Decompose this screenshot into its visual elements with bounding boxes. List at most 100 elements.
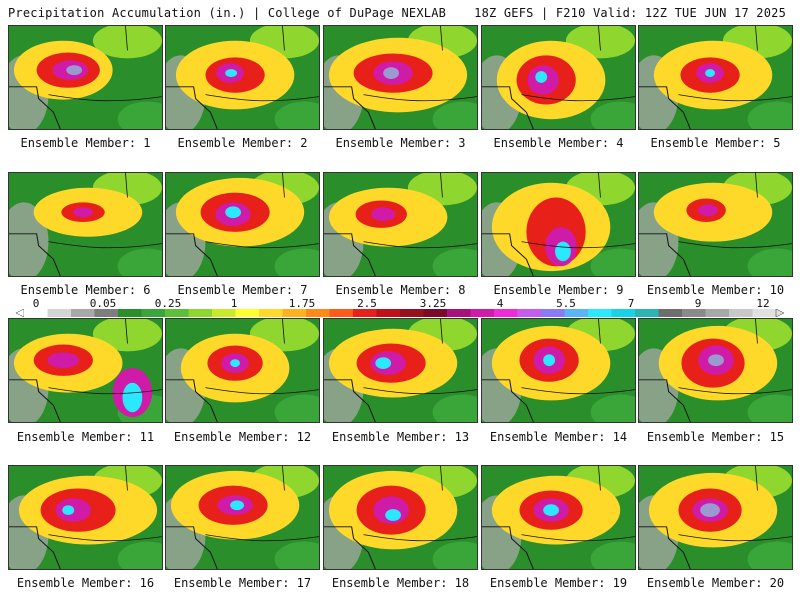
precip-map [9, 173, 162, 276]
ensemble-member-label: Ensemble Member: 6 [20, 283, 151, 297]
ensemble-member-label: Ensemble Member: 4 [493, 136, 624, 150]
precip-map [639, 26, 792, 129]
ensemble-map-5 [638, 25, 793, 130]
ensemble-map-13 [323, 318, 478, 423]
ensemble-member-label: Ensemble Member: 11 [16, 430, 155, 444]
ensemble-map-20 [638, 465, 793, 570]
colorbar-swatch [423, 309, 448, 317]
colorbar-swatch [611, 309, 636, 317]
colorbar-swatch [682, 309, 706, 317]
colorbar-swatch [329, 309, 354, 317]
ensemble-member-label: Ensemble Member: 7 [177, 283, 308, 297]
ensemble-member-label: Ensemble Member: 12 [173, 430, 312, 444]
colorbar-swatch [47, 309, 72, 317]
colorbar-swatch [729, 309, 753, 317]
colorbar-swatch [635, 309, 659, 317]
precip-map [9, 319, 162, 422]
colorbar-swatch [376, 309, 401, 317]
ensemble-map-3 [323, 25, 478, 130]
product-title: Precipitation Accumulation (in.) | Colle… [8, 6, 447, 20]
colorbar-swatch [24, 309, 48, 317]
colorbar-swatch [353, 309, 377, 317]
precip-map [9, 26, 162, 129]
ensemble-map-19 [481, 465, 636, 570]
colorbar-tick-label: 1 [230, 297, 238, 310]
precip-map [639, 466, 792, 569]
colorbar-swatch [658, 309, 683, 317]
colorbar-swatch [235, 309, 260, 317]
colorbar-swatch [705, 309, 730, 317]
ensemble-map-14 [481, 318, 636, 423]
ensemble-member-label: Ensemble Member: 13 [331, 430, 470, 444]
ensemble-map-15 [638, 318, 793, 423]
precip-map [482, 26, 635, 129]
ensemble-map-1 [8, 25, 163, 130]
ensemble-member-label: Ensemble Member: 14 [489, 430, 628, 444]
colorbar-tick-label: 7 [627, 297, 635, 310]
colorbar-swatch [259, 309, 283, 317]
precip-map [324, 319, 477, 422]
ensemble-member-label: Ensemble Member: 17 [173, 576, 312, 590]
colorbar-swatch [400, 309, 424, 317]
colorbar-swatch [306, 309, 330, 317]
precip-map [639, 319, 792, 422]
ensemble-member-label: Ensemble Member: 10 [646, 283, 785, 297]
ensemble-member-label: Ensemble Member: 8 [335, 283, 466, 297]
colorbar-swatch [141, 309, 166, 317]
ensemble-member-label: Ensemble Member: 3 [335, 136, 466, 150]
ensemble-member-label: Ensemble Member: 20 [646, 576, 785, 590]
colorbar-swatch [165, 309, 189, 317]
colorbar-tick-label: 1.75 [288, 297, 316, 310]
ensemble-map-16 [8, 465, 163, 570]
precip-map [482, 319, 635, 422]
colorbar-swatch [494, 309, 518, 317]
ensemble-map-17 [165, 465, 320, 570]
precip-map [324, 173, 477, 276]
colorbar-swatch [752, 309, 777, 317]
ensemble-map-12 [165, 318, 320, 423]
ensemble-map-9 [481, 172, 636, 277]
precip-map [166, 319, 319, 422]
colorbar-swatch [470, 309, 495, 317]
precip-map [166, 26, 319, 129]
colorbar-tick-label: 5.5 [556, 297, 576, 310]
colorbar-min-arrow [16, 309, 25, 317]
ensemble-map-11 [8, 318, 163, 423]
ensemble-member-label: Ensemble Member: 19 [489, 576, 628, 590]
colorbar-tick-label: 0.25 [154, 297, 182, 310]
ensemble-member-label: Ensemble Member: 5 [650, 136, 781, 150]
colorbar-tick-label: 9 [694, 297, 702, 310]
colorbar-tick-label: 0.05 [89, 297, 117, 310]
colorbar-tick-label: 12 [756, 297, 770, 310]
colorbar-swatch [541, 309, 565, 317]
ensemble-map-8 [323, 172, 478, 277]
colorbar-swatch [564, 309, 589, 317]
ensemble-member-label: Ensemble Member: 18 [331, 576, 470, 590]
colorbar-swatch [71, 309, 95, 317]
ensemble-map-6 [8, 172, 163, 277]
precip-map [639, 173, 792, 276]
ensemble-map-18 [323, 465, 478, 570]
precip-map [166, 173, 319, 276]
colorbar-max-arrow [775, 309, 784, 317]
colorbar-swatch [118, 309, 142, 317]
ensemble-member-label: Ensemble Member: 16 [16, 576, 155, 590]
ensemble-map-10 [638, 172, 793, 277]
colorbar-tick-label: 4 [496, 297, 504, 310]
precip-map [482, 466, 635, 569]
ensemble-map-4 [481, 25, 636, 130]
colorbar-tick-label: 0 [32, 297, 40, 310]
ensemble-member-label: Ensemble Member: 15 [646, 430, 785, 444]
colorbar-tick-label: 2.5 [357, 297, 377, 310]
ensemble-member-label: Ensemble Member: 2 [177, 136, 308, 150]
colorbar-swatch [588, 309, 612, 317]
precip-map [324, 466, 477, 569]
precip-map [324, 26, 477, 129]
ensemble-member-label: Ensemble Member: 1 [20, 136, 151, 150]
precip-map [166, 466, 319, 569]
precip-map [482, 173, 635, 276]
valid-time-title: 18Z GEFS | F210 Valid: 12Z TUE JUN 17 20… [474, 6, 786, 20]
ensemble-member-label: Ensemble Member: 9 [493, 283, 624, 297]
colorbar-swatch [94, 309, 119, 317]
colorbar-swatch [282, 309, 307, 317]
